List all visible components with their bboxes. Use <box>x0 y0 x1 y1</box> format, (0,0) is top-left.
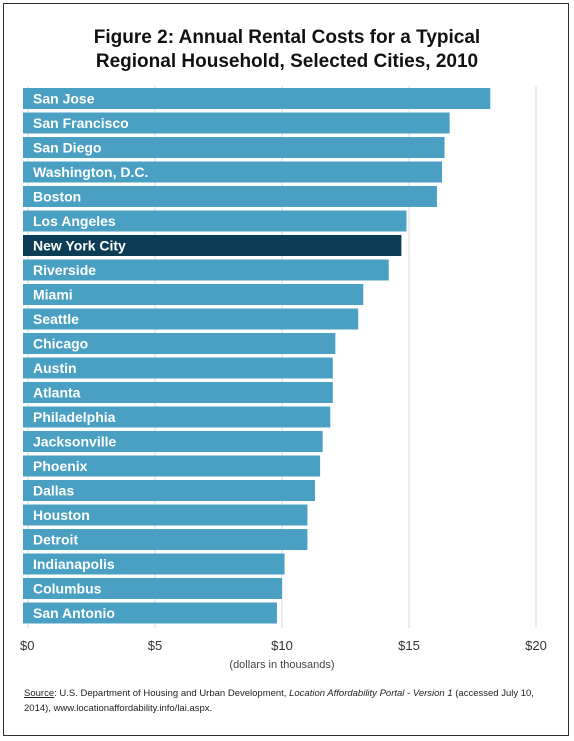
bar-17 <box>23 504 308 526</box>
bar-0 <box>23 88 491 109</box>
source-portal-title: Location Affordability Portal - Version … <box>289 688 453 699</box>
bar-label-7: Riverside <box>33 262 96 278</box>
bar-16 <box>23 480 316 501</box>
x-tick-label-4: $20 <box>525 638 547 653</box>
source-text-after: (accessed July 10, 2014), www.locationaf… <box>24 688 534 714</box>
x-tick-label-2: $10 <box>271 638 293 653</box>
bar-15 <box>23 455 321 477</box>
bar-label-10: Chicago <box>33 336 88 352</box>
bar-label-5: Los Angeles <box>33 213 116 229</box>
bar-5 <box>23 210 407 232</box>
bar-label-21: San Antonio <box>33 605 115 621</box>
bar-label-16: Dallas <box>33 483 74 499</box>
bar-label-18: Detroit <box>33 532 78 548</box>
bar-1 <box>23 112 450 134</box>
bar-19 <box>23 553 285 575</box>
bar-label-15: Phoenix <box>33 458 88 474</box>
x-tick-label-3: $15 <box>398 638 420 653</box>
bar-label-12: Atlanta <box>33 385 81 401</box>
bar-9 <box>23 308 359 330</box>
chart-title-line-2: Regional Household, Selected Cities, 201… <box>95 51 479 72</box>
bar-label-13: Philadelphia <box>33 409 116 425</box>
bar-label-19: Indianapolis <box>33 556 115 572</box>
bar-14 <box>23 431 323 452</box>
bar-4 <box>23 186 437 207</box>
bar-8 <box>23 284 364 305</box>
bar-10 <box>23 333 336 354</box>
bar-label-9: Seattle <box>33 311 79 327</box>
bar-label-20: Columbus <box>33 581 102 597</box>
bar-12 <box>23 382 333 403</box>
bar-21 <box>23 602 277 624</box>
x-axis-label: (dollars in thousands) <box>229 659 334 671</box>
x-tick-label-0: $0 <box>20 638 34 653</box>
bar-label-14: Jacksonville <box>33 434 116 450</box>
x-tick-label-1: $5 <box>148 638 162 653</box>
bar-2 <box>23 137 445 158</box>
bar-label-17: Houston <box>33 507 90 523</box>
bar-11 <box>23 357 333 379</box>
bar-7 <box>23 259 389 281</box>
bar-20 <box>23 578 282 599</box>
bar-label-3: Washington, D.C. <box>33 164 148 180</box>
bar-label-2: San Diego <box>33 140 101 156</box>
source-label: Source <box>24 688 55 699</box>
bar-3 <box>23 161 443 183</box>
bar-13 <box>23 406 331 428</box>
bar-label-8: Miami <box>33 287 73 303</box>
source-text-before: : U.S. Department of Housing and Urban D… <box>54 688 290 699</box>
chart-title: Figure 2: Annual Rental Costs for a Typi… <box>0 26 574 74</box>
bar-label-6: New York City <box>33 238 126 254</box>
chart-title-line-1: Figure 2: Annual Rental Costs for a Typi… <box>93 27 481 48</box>
bar-label-0: San Jose <box>33 91 95 107</box>
bar-18 <box>23 529 308 550</box>
bar-label-4: Boston <box>33 189 81 205</box>
bar-6 <box>23 235 402 256</box>
bar-label-1: San Francisco <box>33 115 129 131</box>
source-note: Source: U.S. Department of Housing and U… <box>24 686 554 716</box>
bar-label-11: Austin <box>33 360 77 376</box>
